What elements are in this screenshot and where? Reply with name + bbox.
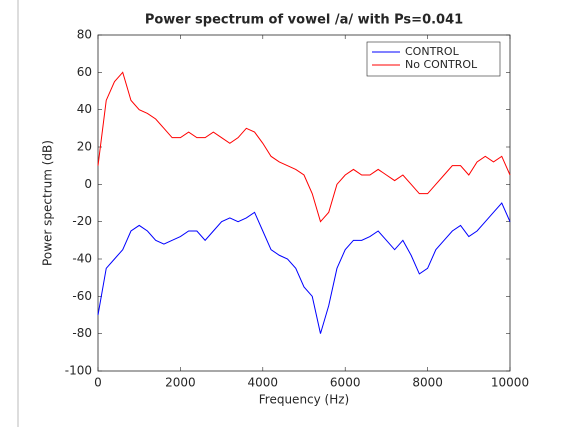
y-tick-label: 40 xyxy=(77,102,92,116)
y-tick-label: 0 xyxy=(84,177,92,191)
x-tick-label: 2000 xyxy=(165,376,196,390)
x-axis-label: Frequency (Hz) xyxy=(259,393,350,407)
axes-box xyxy=(97,34,511,372)
x-tick-label: 0 xyxy=(94,376,102,390)
y-tick-label: 80 xyxy=(77,28,92,42)
legend-box xyxy=(366,41,501,77)
y-tick-label: -40 xyxy=(72,252,92,266)
x-tick-label: 10000 xyxy=(491,376,529,390)
x-tick-label: 6000 xyxy=(330,376,361,390)
y-tick-label: -100 xyxy=(65,364,92,378)
y-axis-label: Power spectrum (dB) xyxy=(41,140,55,266)
chart-title: Power spectrum of vowel /a/ with Ps=0.04… xyxy=(145,13,463,28)
series-line xyxy=(97,202,511,334)
y-tick-label: 20 xyxy=(77,140,92,154)
y-tick-label: -80 xyxy=(72,326,92,340)
x-tick-label: 4000 xyxy=(248,376,279,390)
series-line xyxy=(97,71,511,223)
y-tick-label: 60 xyxy=(77,65,92,79)
y-tick-label: -60 xyxy=(72,289,92,303)
legend-label: No CONTROL xyxy=(405,58,478,71)
x-tick-label: 8000 xyxy=(412,376,443,390)
legend-label: CONTROL xyxy=(405,45,460,58)
y-tick-label: -20 xyxy=(72,214,92,228)
